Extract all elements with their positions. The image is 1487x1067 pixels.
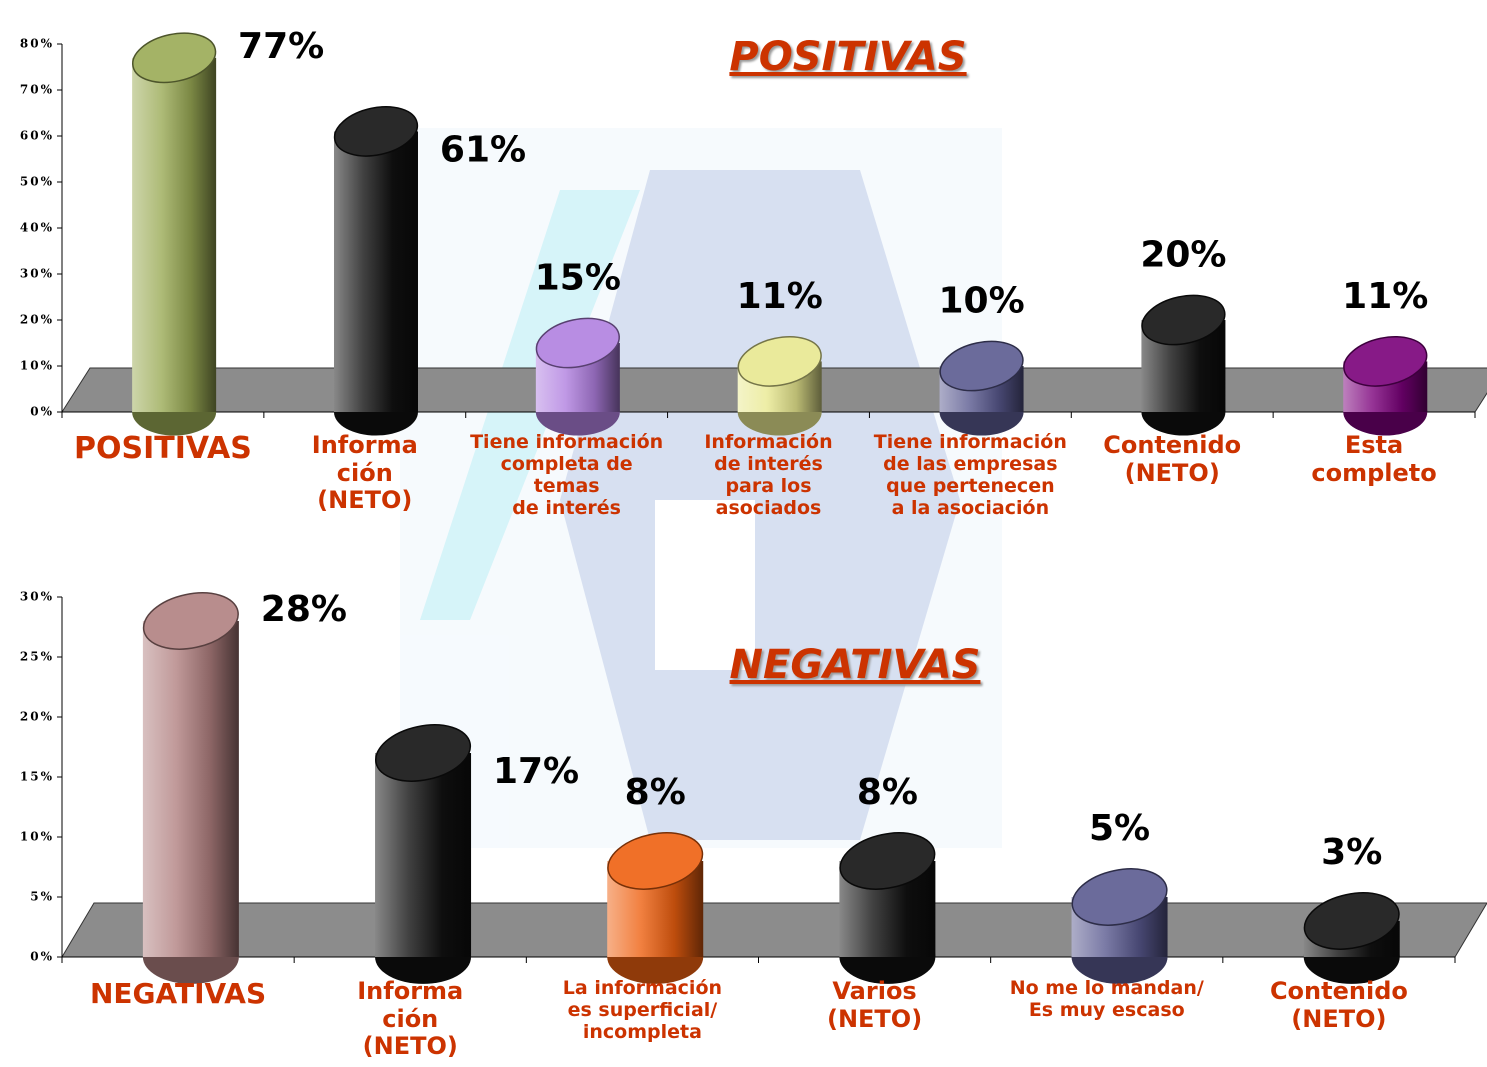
value-label: 10% xyxy=(938,280,1024,321)
x-tick-label: Informa ción (NETO) xyxy=(357,977,464,1061)
y-tick-label: 10% xyxy=(20,830,54,844)
y-tick-label: 30% xyxy=(20,590,54,604)
chart-title: POSITIVAS xyxy=(729,34,967,80)
y-tick-label: 80% xyxy=(20,37,54,51)
y-tick-label: 5% xyxy=(30,890,54,904)
value-label: 11% xyxy=(1342,276,1428,317)
bar-top xyxy=(375,724,472,782)
value-label: 61% xyxy=(440,129,526,170)
bar-top xyxy=(607,832,704,890)
value-label: 3% xyxy=(1321,832,1382,873)
value-label: 8% xyxy=(625,772,686,813)
chart-title: NEGATIVAS xyxy=(729,642,981,688)
x-tick-label: Contenido (NETO) xyxy=(1103,431,1242,487)
bar-top xyxy=(1303,892,1400,950)
value-label: 17% xyxy=(493,751,579,792)
x-tick-label: Varios (NETO) xyxy=(826,977,923,1033)
x-tick-label: NEGATIVAS xyxy=(89,977,267,1010)
bar-top xyxy=(535,317,620,369)
y-tick-label: 15% xyxy=(20,770,54,784)
bar-top xyxy=(132,32,217,84)
floor xyxy=(61,902,1487,958)
value-label: 5% xyxy=(1089,808,1150,849)
x-tick-label: POSITIVAS xyxy=(73,431,252,466)
bar-top xyxy=(333,106,419,157)
y-tick-label: 0% xyxy=(30,405,54,419)
value-label: 20% xyxy=(1140,234,1226,275)
bar-top xyxy=(142,592,239,650)
x-tick-label: Tiene información de las empresas que pe… xyxy=(873,431,1067,519)
value-label: 77% xyxy=(238,26,324,67)
x-tick-label: La información es superficial/ incomplet… xyxy=(562,977,723,1043)
y-tick-label: 60% xyxy=(20,129,54,143)
y-tick-label: 0% xyxy=(30,950,54,964)
y-tick-label: 10% xyxy=(20,359,54,373)
bar xyxy=(142,621,239,957)
x-tick-label: No me lo mandan/ Es muy escaso xyxy=(1009,977,1204,1021)
y-tick-label: 30% xyxy=(20,267,54,281)
x-tick-label: Esta completo xyxy=(1311,431,1437,487)
bar-top xyxy=(939,340,1024,392)
x-tick-label: Información de interés para los asociado… xyxy=(704,431,833,519)
value-label: 15% xyxy=(535,257,621,298)
bar xyxy=(375,753,472,957)
bar xyxy=(132,57,217,413)
x-tick-label: Tiene información completa de temas de i… xyxy=(470,431,664,519)
watermark xyxy=(400,128,1002,848)
y-tick-label: 50% xyxy=(20,175,54,189)
value-label: 11% xyxy=(737,276,823,317)
bar-top xyxy=(737,336,822,387)
bar-top xyxy=(839,832,936,890)
bar-top xyxy=(1343,336,1428,387)
y-tick-label: 40% xyxy=(20,221,54,235)
y-tick-label: 70% xyxy=(20,83,54,97)
y-tick-label: 20% xyxy=(20,710,54,724)
x-tick-label: Informa ción (NETO) xyxy=(311,431,418,515)
bar-top xyxy=(1071,868,1168,926)
y-tick-label: 25% xyxy=(20,650,54,664)
bar xyxy=(333,131,418,412)
y-tick-label: 20% xyxy=(20,313,54,327)
x-tick-label: Contenido (NETO) xyxy=(1269,977,1408,1033)
value-label: 28% xyxy=(261,589,347,630)
value-label: 8% xyxy=(857,772,918,813)
bar-top xyxy=(1141,294,1226,346)
